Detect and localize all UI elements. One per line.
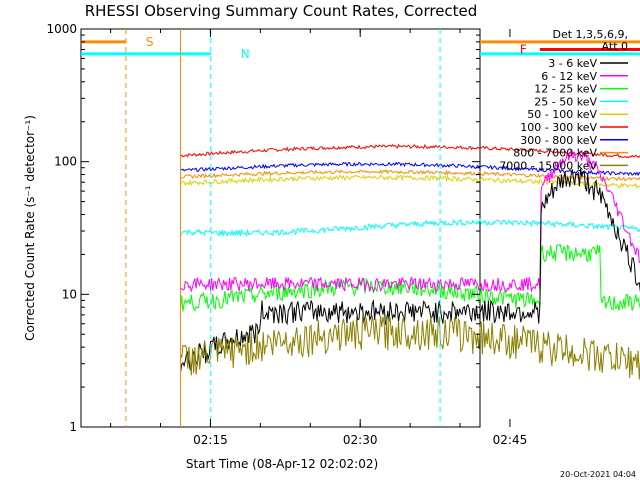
y-tick-label: 100 xyxy=(54,155,77,169)
x-tick-label: 02:30 xyxy=(343,433,378,447)
series-line-25-50keV xyxy=(180,217,640,238)
series-line-100-300keV xyxy=(180,143,640,159)
series-line-50-100keV xyxy=(180,174,640,189)
legend-label: 100 - 300 keV xyxy=(520,121,597,134)
y-tick-label: 1 xyxy=(69,420,77,434)
chart-title: RHESSI Observing Summary Count Rates, Co… xyxy=(85,2,478,20)
legend-label: 7000 - 15000 keV xyxy=(499,159,597,172)
x-axis-label: Start Time (08-Apr-12 02:02:02) xyxy=(186,457,378,471)
footer-timestamp: 20-Oct-2021 04:04 xyxy=(560,470,636,479)
legend-label: 300 - 800 keV xyxy=(520,134,597,147)
x-tick-label: 02:45 xyxy=(493,433,528,447)
legend-label: 6 - 12 keV xyxy=(541,70,597,83)
legend-label: 25 - 50 keV xyxy=(534,95,597,108)
legend-label: 12 - 25 keV xyxy=(534,83,597,96)
legend-header: Det 1,3,5,6,9, xyxy=(552,28,628,41)
y-tick-label: 10 xyxy=(62,287,77,301)
series-line-7000-15000keV xyxy=(180,314,640,380)
y-tick-label: 1000 xyxy=(46,22,77,36)
series-line-12-25keV xyxy=(180,243,640,312)
plot-area: SN F xyxy=(81,29,640,427)
y-axis-label: Corrected Count Rate (s⁻¹ detector⁻¹) xyxy=(23,115,37,341)
flag-label-s: S xyxy=(146,35,154,49)
series-line-3-6keV xyxy=(180,168,640,373)
plot-frame xyxy=(80,28,481,428)
legend-header-att: Att 0 xyxy=(602,40,628,53)
legend-label: 50 - 100 keV xyxy=(527,108,597,121)
x-tick-label: 02:15 xyxy=(193,433,228,447)
series-line-800-7000keV xyxy=(180,169,640,182)
legend-label: 3 - 6 keV xyxy=(548,57,597,70)
flag-label-f: F xyxy=(520,43,527,57)
legend-label: 800 - 7000 keV xyxy=(513,147,597,160)
series-line-300-800keV xyxy=(180,161,640,177)
flag-label-n: N xyxy=(241,47,250,61)
series-line-6-12keV xyxy=(180,149,640,293)
